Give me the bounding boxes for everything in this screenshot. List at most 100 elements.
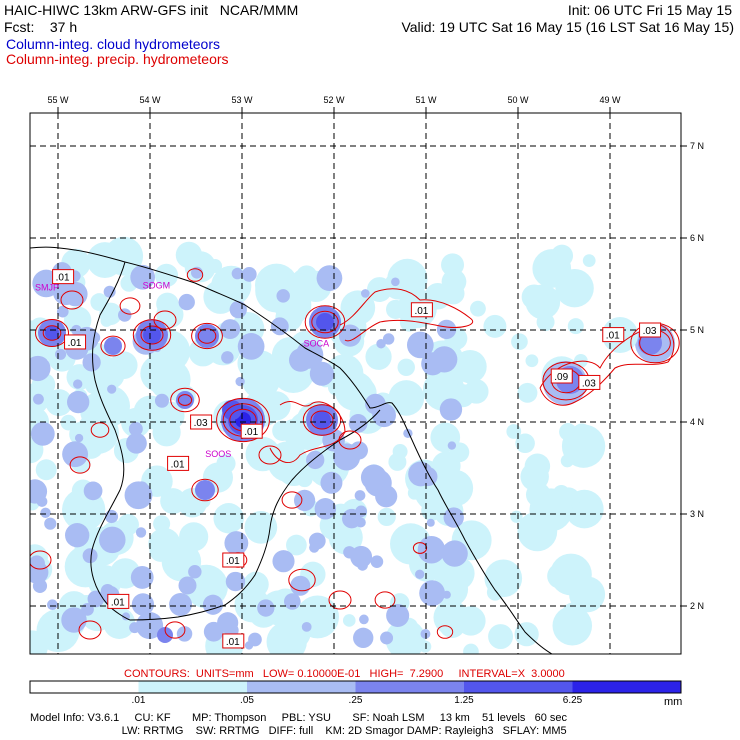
cloud-cell	[386, 603, 410, 628]
cloud-cell	[306, 450, 325, 470]
cloud-cell	[149, 358, 191, 401]
cloud-cell	[225, 571, 246, 592]
cloud-cell	[220, 319, 241, 340]
contour-label: .01	[111, 597, 125, 608]
cloud-cell	[360, 464, 387, 491]
cloud-cell	[443, 507, 464, 528]
cloud-cell	[107, 384, 117, 394]
cloud-cell	[229, 300, 247, 319]
lon-tick-label: 52 W	[323, 95, 345, 105]
precip-contour	[69, 456, 91, 474]
precip-contour	[258, 445, 282, 465]
cloud-cell	[421, 352, 445, 376]
precip-contour	[339, 288, 473, 342]
cloud-cell	[309, 361, 334, 386]
cloud-cell	[99, 526, 126, 554]
colorbar-swatch	[355, 681, 464, 693]
lon-tick-label: 53 W	[231, 95, 253, 105]
model-info-line2: LW: RRTMG SW: RRTMG DIFF: full KM: 2D Sm…	[30, 725, 567, 737]
cloud-cell	[156, 300, 184, 329]
cloud-cell	[561, 424, 606, 468]
cloud-cell	[44, 517, 57, 530]
colorbar-swatch	[30, 681, 139, 693]
cloud-cell	[118, 308, 132, 322]
cloud-cell	[515, 433, 535, 454]
cloud-cell	[419, 640, 432, 653]
precip-contour	[197, 328, 217, 344]
cloud-cell	[483, 314, 507, 338]
contour-label-box	[602, 327, 625, 343]
cloud-cell	[86, 242, 123, 279]
lat-tick-label: 6 N	[690, 233, 704, 243]
cloud-cell	[126, 432, 147, 454]
colorbar-frame	[29, 680, 682, 694]
cloud-cell	[169, 593, 192, 616]
cloud-cell	[407, 486, 422, 500]
cloud-cell	[73, 379, 83, 389]
cloud-cell	[231, 267, 244, 280]
cloud-cell	[40, 507, 51, 518]
colorbar-tick-label: .01	[132, 695, 146, 706]
cloud-cell	[429, 376, 443, 390]
cloud-cell	[380, 631, 394, 645]
cloud-cell	[377, 507, 396, 527]
lat-lon-grid	[30, 107, 687, 654]
cloud-cell	[436, 469, 474, 507]
cloud-cell	[415, 569, 425, 579]
contour-label: .01	[56, 273, 70, 284]
cloud-cell	[525, 284, 561, 320]
precip-contour	[132, 319, 172, 351]
cloud-cell	[90, 293, 109, 311]
cloud-cell	[319, 271, 338, 290]
lon-tick-label: 54 W	[139, 95, 161, 105]
contour-label: .01	[171, 459, 185, 470]
init-time: Init: 06 UTC Fri 15 May 15	[567, 2, 732, 18]
cloud-cell	[370, 555, 384, 568]
cloud-cell	[131, 593, 155, 616]
cloud-cell	[366, 277, 392, 302]
precip-contour	[281, 491, 303, 509]
station-label: SMJP	[35, 282, 59, 292]
cloud-cell	[128, 422, 143, 436]
cloud-cell	[525, 354, 539, 368]
cloud-cell	[134, 481, 149, 496]
colorbar-tick-label: 6.25	[563, 695, 583, 706]
cloud-cell	[224, 531, 249, 555]
cloud-cell	[30, 630, 49, 654]
cloud-cell	[365, 393, 386, 415]
colorbar-unit: mm	[664, 696, 683, 708]
cloud-cell	[453, 349, 487, 384]
cloud-cell	[290, 575, 311, 596]
precip-contour	[30, 550, 52, 570]
cloud-cell	[292, 273, 309, 290]
colorbar-swatch	[572, 681, 681, 693]
cloud-cell	[56, 305, 69, 318]
cloud-cell	[334, 371, 375, 411]
cloud-cell	[254, 263, 299, 307]
cloud-cell	[417, 536, 446, 564]
lon-tick-label: 55 W	[47, 95, 69, 105]
cloud-cell	[576, 510, 594, 528]
cloud-cell	[188, 564, 202, 579]
contour-label-box	[52, 269, 75, 285]
cloud-cell	[69, 421, 94, 447]
cloud-cell	[148, 404, 162, 418]
cloud-cell	[359, 614, 369, 625]
cloud-cell	[357, 560, 368, 571]
cloud-cell	[375, 485, 398, 508]
precip-contour	[328, 590, 352, 610]
colorbar-swatch	[138, 681, 247, 693]
cloud-cell	[520, 462, 549, 491]
cloud-cell	[447, 441, 457, 450]
cloud-cell	[148, 527, 181, 561]
colorbar-swatch	[247, 681, 356, 693]
lon-tick-label: 51 W	[415, 95, 437, 105]
cloud-cell	[308, 532, 326, 550]
cloud-cell	[484, 559, 523, 598]
station-markers: SMJP SOGM SOCA SOOS	[35, 281, 329, 459]
cloud-cell	[276, 289, 290, 303]
cloud-cell	[416, 336, 431, 351]
cloud-cell	[203, 621, 224, 642]
contour-label: .01	[226, 637, 240, 648]
cloud-cell	[296, 595, 339, 639]
